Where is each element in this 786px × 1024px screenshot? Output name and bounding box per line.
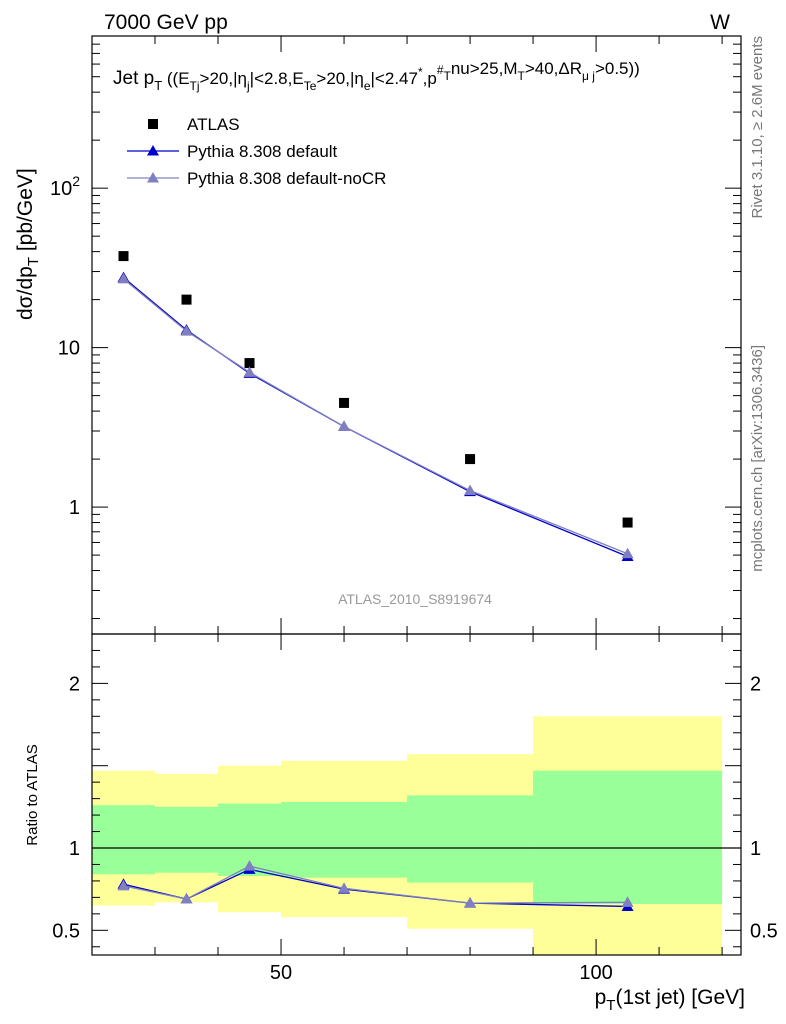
- atlas-point-5: [622, 517, 633, 528]
- ratio-point-1-2: [243, 860, 256, 871]
- ratio-y-tick-label-left: 0.5: [52, 920, 80, 942]
- mc-point-2-0: [117, 272, 130, 284]
- axis-ticks: [91, 35, 741, 955]
- plot-title-text: Jet pT ((ETj>20,|ηj|<2.8,ETe>20,|ηe|<2.4…: [113, 59, 640, 93]
- legend-label: ATLAS: [187, 115, 240, 134]
- legend-label: Pythia 8.308 default: [187, 142, 338, 161]
- ratio-series-1: [117, 860, 634, 908]
- atlas-point-1: [181, 294, 192, 305]
- legend-label: Pythia 8.308 default-noCR: [187, 169, 386, 188]
- ratio-y-tick-label-left: 1: [69, 838, 80, 860]
- atlas-point-2: [244, 358, 255, 369]
- mc-point-2-2: [243, 366, 256, 377]
- green-band-5: [533, 770, 723, 904]
- green-band-1: [155, 806, 219, 873]
- ratio-ylabel: Ratio to ATLAS: [24, 744, 41, 845]
- main-y-tick-label: 10: [58, 338, 80, 360]
- ratio-frame: [91, 633, 742, 956]
- process-label: W: [710, 11, 730, 34]
- legend-item-0: ATLAS: [148, 115, 240, 134]
- legend-marker: [148, 119, 158, 129]
- x-axis-label: pT(1st jet) [GeV]: [595, 986, 745, 1014]
- green-band-0: [92, 805, 156, 875]
- ratio-y-tick-label-right: 0.5: [750, 920, 778, 942]
- legend-marker: [147, 145, 159, 156]
- ratio-y-tick-label-left: 2: [69, 673, 80, 695]
- main-y-tick-label: 1: [69, 497, 80, 519]
- legend-item-2: Pythia 8.308 default-noCR: [127, 169, 386, 188]
- legend-marker: [147, 172, 159, 183]
- ratio-y-tick-label-right: 2: [750, 673, 761, 695]
- ratio-point-1-4: [464, 897, 477, 908]
- mc-point-2-5: [621, 547, 634, 559]
- series-1: [117, 271, 634, 561]
- legend-item-1: Pythia 8.308 default: [127, 142, 338, 161]
- ratio-y-tick-label-right: 1: [750, 838, 761, 860]
- series-line-1: [123, 277, 628, 558]
- ratio-series-layer: [117, 860, 634, 911]
- plot-frames: [91, 35, 742, 956]
- series-line-2: [123, 278, 628, 555]
- rivet-label: Rivet 3.1.10, ≥ 2.6M events: [749, 36, 766, 219]
- x-tick-label: 100: [579, 962, 612, 984]
- green-band-4: [407, 795, 534, 883]
- axis-tick-labels: 1 10 102 0.5 0.5 1 1 2 2 50 100: [50, 173, 778, 984]
- green-band-3: [281, 801, 408, 878]
- svg-text:dσ/dpT [pb/GeV]: dσ/dpT [pb/GeV]: [14, 168, 42, 320]
- main-series-layer: [117, 251, 634, 561]
- mc-point-2-4: [464, 484, 477, 496]
- mcplots-label: mcplots.cern.ch [arXiv:1306.3436]: [749, 345, 766, 572]
- atlas-point-4: [465, 454, 476, 465]
- analysis-watermark: ATLAS_2010_S8919674: [338, 591, 492, 607]
- legend: ATLAS Pythia 8.308 default Pythia 8.308 de…: [127, 115, 386, 188]
- energy-label: 7000 GeV pp: [104, 11, 228, 34]
- main-y-tick-label: 102: [50, 173, 80, 200]
- ratio-uncertainty-bands: [92, 716, 723, 955]
- series-0: [118, 251, 633, 528]
- mc-point-2-3: [338, 420, 351, 432]
- atlas-point-0: [118, 251, 129, 262]
- ratio-point-1-0: [117, 879, 130, 891]
- main-ylabel: dσ/dpT [pb/GeV]: [14, 168, 42, 320]
- atlas-point-3: [339, 397, 350, 408]
- ratio-point-1-5: [621, 896, 634, 907]
- x-tick-label: 50: [270, 962, 292, 984]
- series-2: [117, 272, 634, 559]
- ratio-line-1: [123, 865, 628, 904]
- ratio-point-1-3: [338, 882, 351, 893]
- plot-title: Jet pT ((ETj>20,|ηj|<2.8,ETe>20,|ηe|<2.4…: [113, 59, 640, 93]
- mc-point-2-1: [180, 325, 193, 336]
- ratio-point-1-1: [180, 893, 193, 904]
